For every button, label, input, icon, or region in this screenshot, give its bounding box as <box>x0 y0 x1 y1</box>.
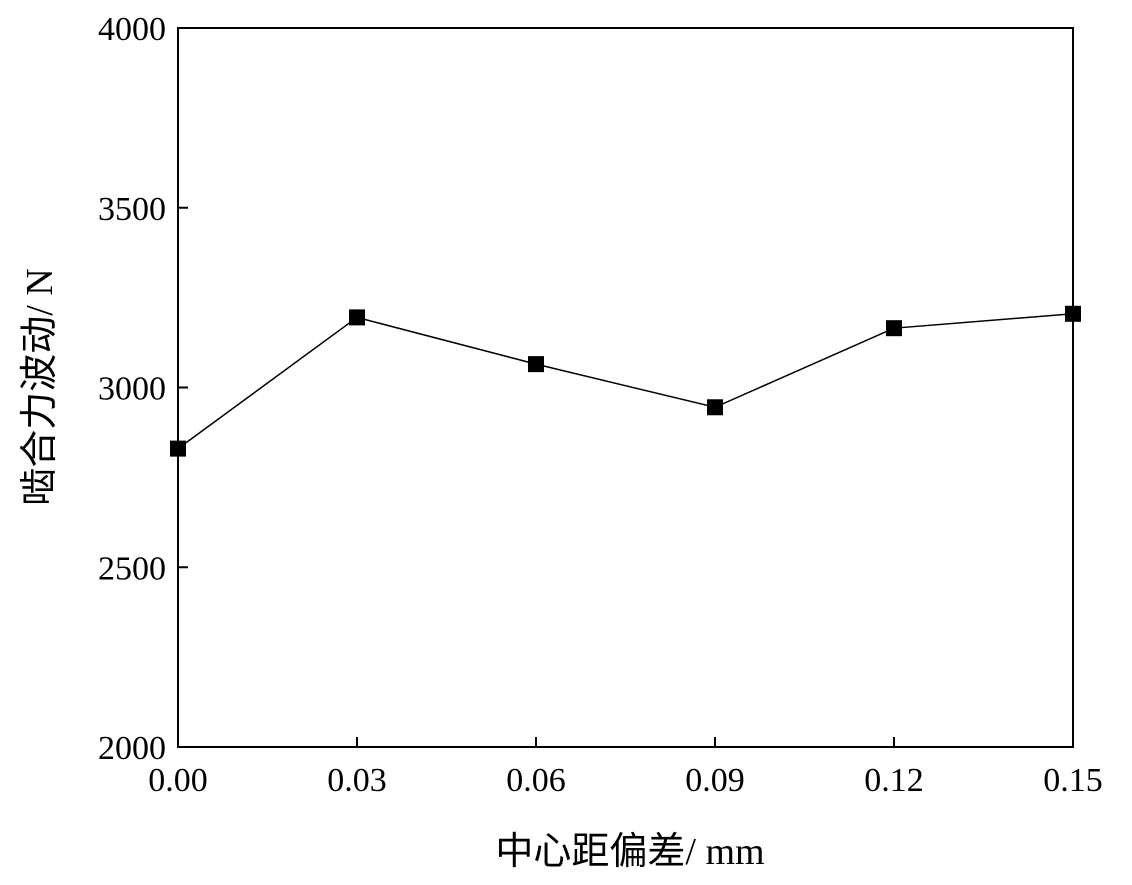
y-axis-ticks: 2000 2500 3000 3500 4000 <box>98 11 188 767</box>
x-axis-ticks: 0.00 0.03 0.06 0.09 0.12 0.15 <box>148 737 1103 799</box>
x-axis-title: 中心距偏差/ mm <box>495 831 764 873</box>
data-point <box>349 309 365 326</box>
y-tick-label: 4000 <box>98 11 166 48</box>
y-tick-label: 3000 <box>98 371 166 408</box>
data-point <box>170 440 186 457</box>
x-tick-label: 0.03 <box>327 762 387 799</box>
data-point <box>528 356 544 373</box>
series-line <box>177 313 1074 450</box>
data-point <box>1065 305 1081 322</box>
data-point <box>886 320 902 337</box>
y-tick-label: 3500 <box>98 191 166 228</box>
y-tick-label: 2000 <box>98 730 166 767</box>
x-tick-label: 0.00 <box>148 762 208 799</box>
x-tick-label: 0.15 <box>1043 762 1103 799</box>
y-axis-title: 啮合力波动/ N <box>19 268 61 506</box>
series-layer <box>170 305 1081 457</box>
y-tick-label: 2500 <box>98 550 166 587</box>
x-tick-label: 0.09 <box>685 762 745 799</box>
x-tick-label: 0.06 <box>506 762 566 799</box>
data-point <box>707 399 723 416</box>
plot-frame <box>177 27 1074 748</box>
x-tick-label: 0.12 <box>864 762 924 799</box>
